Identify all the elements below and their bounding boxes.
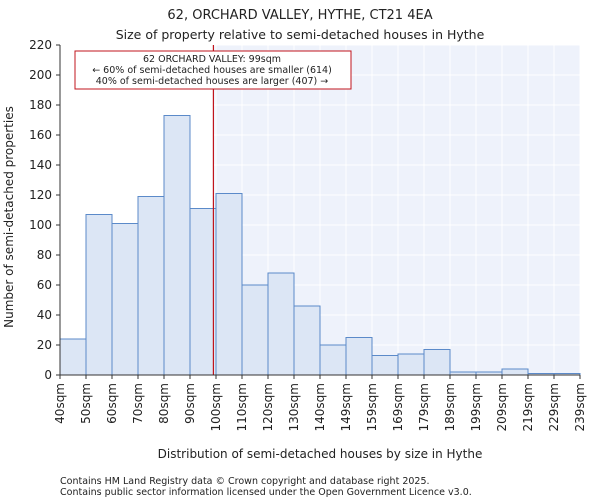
- y-tick-label: 160: [29, 128, 52, 142]
- annotation-line-1: 62 ORCHARD VALLEY: 99sqm: [143, 54, 281, 65]
- y-tick-label: 140: [29, 158, 52, 172]
- y-tick-label: 0: [44, 368, 52, 382]
- histogram-bar: [163, 115, 191, 376]
- histogram-bar: [397, 353, 425, 376]
- y-tick-label: 220: [29, 38, 52, 52]
- annotation-line-2: ← 60% of semi-detached houses are smalle…: [92, 65, 332, 76]
- y-axis-label: Number of semi-detached properties: [2, 106, 16, 328]
- histogram-bar: [423, 349, 451, 376]
- histogram-bar: [59, 338, 87, 376]
- x-tick-label: 239sqm: [573, 383, 587, 431]
- x-tick-label: 199sqm: [469, 383, 483, 431]
- x-tick-label: 70sqm: [131, 383, 145, 424]
- x-tick-label: 189sqm: [443, 383, 457, 431]
- x-axis-label: Distribution of semi-detached houses by …: [158, 447, 483, 461]
- x-tick-label: 159sqm: [365, 383, 379, 431]
- y-tick-label: 120: [29, 188, 52, 202]
- y-tick-label: 20: [37, 338, 52, 352]
- annotation-box: [74, 50, 352, 90]
- histogram-bar: [85, 214, 113, 376]
- histogram-bar: [241, 284, 269, 376]
- y-tick-label: 40: [37, 308, 52, 322]
- histogram-bar: [345, 337, 373, 376]
- footer-line-1: Contains HM Land Registry data © Crown c…: [60, 476, 430, 487]
- histogram-bar: [319, 344, 347, 376]
- x-tick-label: 130sqm: [287, 383, 301, 431]
- histogram-bar: [293, 305, 321, 376]
- x-tick-label: 120sqm: [261, 383, 275, 431]
- histogram-bar: [137, 196, 165, 376]
- chart-subtitle: Size of property relative to semi-detach…: [116, 27, 485, 42]
- x-tick-label: 110sqm: [235, 383, 249, 431]
- x-tick-label: 169sqm: [391, 383, 405, 431]
- x-tick-label: 40sqm: [53, 383, 67, 424]
- y-tick-label: 200: [29, 68, 52, 82]
- x-tick-label: 140sqm: [313, 383, 327, 431]
- histogram-bar: [267, 272, 295, 376]
- y-tick-label: 80: [37, 248, 52, 262]
- x-tick-label: 80sqm: [157, 383, 171, 424]
- y-tick-label: 60: [37, 278, 52, 292]
- x-tick-label: 229sqm: [547, 383, 561, 431]
- x-tick-label: 179sqm: [417, 383, 431, 431]
- histogram-bar: [215, 193, 243, 376]
- histogram-bar: [501, 368, 529, 376]
- annotation-line-3: 40% of semi-detached houses are larger (…: [96, 76, 329, 87]
- y-tick-label: 180: [29, 98, 52, 112]
- x-tick-label: 60sqm: [105, 383, 119, 424]
- histogram-bar: [111, 223, 139, 376]
- x-tick-label: 149sqm: [339, 383, 353, 431]
- footer-line-2: Contains public sector information licen…: [60, 487, 472, 498]
- plot-area: 0 20 40 60 80 100 120 140 160 180 200 220 40sqm 50sqm…: [29, 38, 587, 431]
- x-tick-label: 100sqm: [209, 383, 223, 431]
- x-tick-label: 209sqm: [495, 383, 509, 431]
- histogram-bar: [189, 208, 217, 376]
- chart-title: 62, ORCHARD VALLEY, HYTHE, CT21 4EA: [167, 8, 432, 23]
- x-tick-label: 90sqm: [183, 383, 197, 424]
- x-tick-label: 219sqm: [521, 383, 535, 431]
- histogram-bar: [371, 355, 399, 376]
- x-tick-label: 50sqm: [79, 383, 93, 424]
- y-tick-label: 100: [29, 218, 52, 232]
